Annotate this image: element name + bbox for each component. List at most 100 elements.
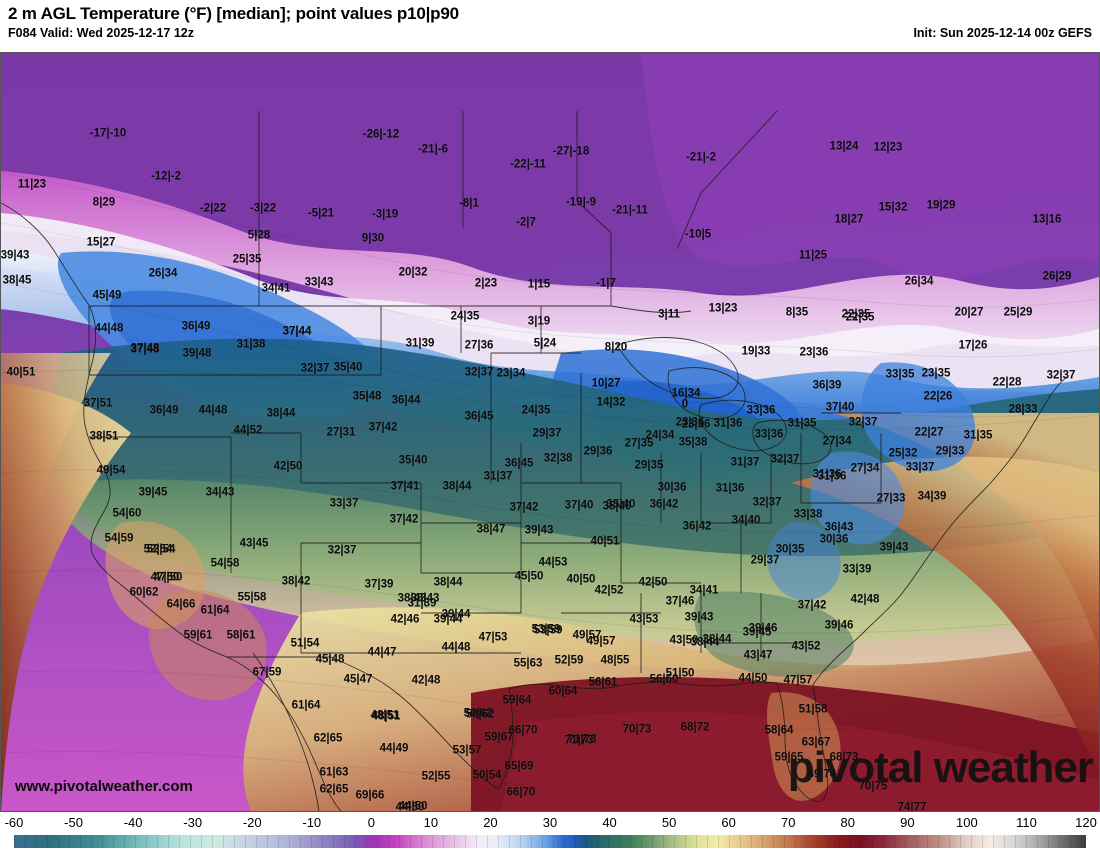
point-value: 52|59 <box>554 654 584 667</box>
point-value: 50|54 <box>472 769 502 782</box>
point-value: 35|38 <box>678 436 708 449</box>
point-value: 58|64 <box>764 724 794 737</box>
page-title: 2 m AGL Temperature (°F) [median]; point… <box>8 4 459 23</box>
point-value: 60|64 <box>548 685 578 698</box>
point-value: 36|45 <box>464 410 494 423</box>
point-value: 22|35 <box>845 311 875 324</box>
temperature-field <box>1 53 1099 811</box>
point-value: -21|-6 <box>417 143 449 156</box>
point-value: 50|62 <box>463 707 493 720</box>
point-value: 38|43 <box>397 592 427 605</box>
point-value: 22|35 <box>841 308 871 321</box>
point-value: 37|44 <box>282 325 312 338</box>
point-value: 45|50 <box>514 570 544 583</box>
point-value: 23|36 <box>681 418 711 431</box>
point-value: 40|51 <box>590 535 620 548</box>
point-value: 52|55 <box>421 770 451 783</box>
point-value: 37|41 <box>390 480 420 493</box>
point-value: 74|77 <box>897 801 927 812</box>
point-value: 35|40 <box>606 498 636 511</box>
point-value: 42|46 <box>390 613 420 626</box>
point-value: 36|42 <box>649 498 679 511</box>
point-value: 37|42 <box>389 513 419 526</box>
point-value: 65|69 <box>504 760 534 773</box>
point-value: 39|46 <box>748 622 778 635</box>
point-value: 37|42 <box>797 599 827 612</box>
point-value: 31|39 <box>407 597 437 610</box>
point-value: 33|36 <box>754 428 784 441</box>
point-value: 45|49 <box>92 289 122 302</box>
point-value: 27|35 <box>624 437 654 450</box>
point-value: 48|51 <box>370 709 400 722</box>
point-value: 56|61 <box>588 676 618 689</box>
point-value: 44|52 <box>233 424 263 437</box>
point-value: 49|57 <box>586 635 616 648</box>
colorbar-tick: 0 <box>367 815 375 830</box>
point-value: 38|47 <box>476 523 506 536</box>
point-value: 63|67 <box>801 736 831 749</box>
point-value: 23|34 <box>496 367 526 380</box>
point-value: 66|70 <box>506 786 536 799</box>
point-value: 61|64 <box>200 604 230 617</box>
point-value: 23|35 <box>921 367 951 380</box>
point-value: -10|5 <box>684 228 712 241</box>
point-value: 30|35 <box>775 543 805 556</box>
point-value: 33|39 <box>842 563 872 576</box>
point-value: 8|29 <box>92 196 116 209</box>
colorbar-tick: 20 <box>483 815 498 830</box>
point-value: 45|47 <box>343 673 373 686</box>
point-value: 49|57 <box>572 629 602 642</box>
point-value: 32|37 <box>464 366 494 379</box>
point-value: 37|46 <box>665 595 695 608</box>
point-value: 11|25 <box>798 249 828 262</box>
point-value: 51|50 <box>665 667 695 680</box>
header: 2 m AGL Temperature (°F) [median]; point… <box>0 0 1100 52</box>
point-value: 35|40 <box>333 361 363 374</box>
point-value: 27|33 <box>876 492 906 505</box>
point-value: 13|24 <box>829 140 859 153</box>
point-value: 37|40 <box>825 401 855 414</box>
point-value: 59|64 <box>502 694 532 707</box>
colorbar-tick: -10 <box>302 815 322 830</box>
point-value: 27|31 <box>326 426 356 439</box>
point-value: 24|34 <box>645 429 675 442</box>
point-value: 38|42 <box>281 575 311 588</box>
point-value: 34|43 <box>205 486 235 499</box>
point-value: 42|52 <box>594 584 624 597</box>
point-value: 15|32 <box>878 201 908 214</box>
point-value: 31|36 <box>715 482 745 495</box>
point-value: 61|64 <box>291 699 321 712</box>
point-value: 26|34 <box>904 275 934 288</box>
point-value: 35|40 <box>398 454 428 467</box>
colorbar-gradient[interactable] <box>14 835 1086 848</box>
point-value: 13|23 <box>708 302 738 315</box>
point-value: 68|73 <box>829 751 859 764</box>
point-value: 44|48 <box>198 404 228 417</box>
map-viewport[interactable]: 11|23 8|29 15|27 39|43 38|45 45|49 44|48 37|48 3… <box>0 52 1100 812</box>
point-value: 1|15 <box>527 278 551 291</box>
point-value: -27|-18 <box>552 145 590 158</box>
colorbar-tick: -20 <box>242 815 262 830</box>
point-value: 59|65 <box>774 751 804 764</box>
point-value: 53|59 <box>531 623 561 636</box>
point-value: 61|63 <box>319 766 349 779</box>
point-value: 39|43 <box>684 611 714 624</box>
point-value: 36|45 <box>504 457 534 470</box>
point-value: 37|48 <box>130 342 160 355</box>
point-value: 25|29 <box>1003 306 1033 319</box>
point-value: 69|74 <box>807 768 837 781</box>
point-value: 13|16 <box>1032 213 1062 226</box>
colorbar-container[interactable]: -60 -50 -40 -30 -20 -10 0 10 20 30 40 50 60 70 80 90 100… <box>0 814 1100 850</box>
point-value: 3|19 <box>527 315 551 328</box>
point-value: 60|62 <box>129 586 159 599</box>
colorbar-tick: -60 <box>4 815 24 830</box>
point-value: 66|70 <box>508 724 538 737</box>
point-value: 40|51 <box>6 366 36 379</box>
point-value: 23|36 <box>799 346 829 359</box>
point-value: 38|51 <box>89 430 119 443</box>
point-value: -26|-12 <box>362 128 400 141</box>
point-value: 27|36 <box>464 339 494 352</box>
point-value: 42|50 <box>273 460 303 473</box>
point-value: 35|48 <box>352 390 382 403</box>
point-value: 32|38 <box>543 452 573 465</box>
